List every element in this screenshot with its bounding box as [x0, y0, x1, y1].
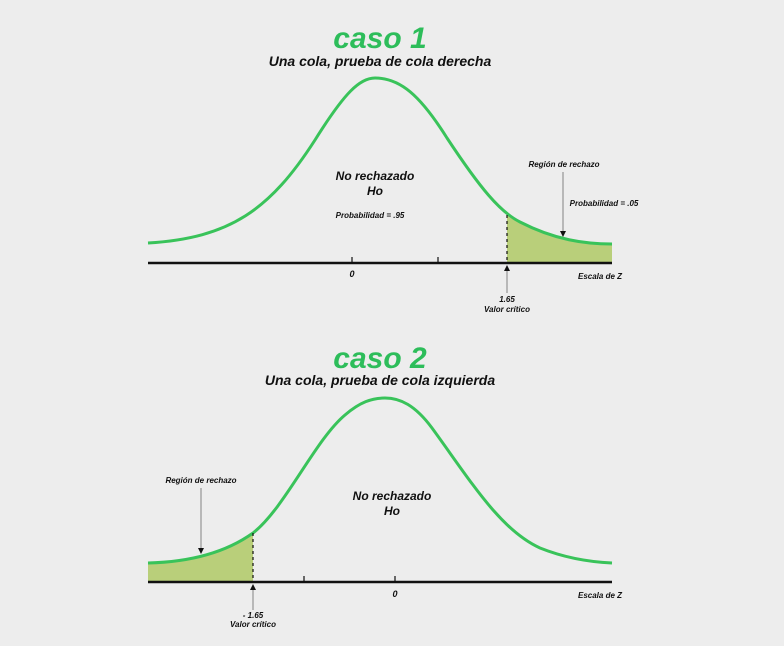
case-2-zero-label: 0: [392, 589, 397, 599]
case-1-critical-pointer-arrowhead: [504, 265, 510, 271]
case-1-heading: caso 1: [333, 22, 426, 55]
case-1-h0-label: Ho: [367, 184, 383, 198]
case-2-region-pointer-arrowhead: [198, 548, 204, 554]
case-1: caso 1 Una cola, prueba de cola derecha …: [147, 22, 639, 314]
case-1-rejection-region: [507, 215, 612, 263]
case-1-probability-label: Probabilidad = .95: [336, 211, 405, 220]
case-2-h0-label: Ho: [384, 504, 400, 518]
case-2-not-rejected-label: No rechazado: [353, 489, 432, 503]
case-1-zero-label: 0: [349, 269, 354, 279]
case-1-region-label: Región de rechazo: [528, 160, 599, 169]
case-1-region-pointer-arrowhead: [560, 231, 566, 237]
case-1-normal-curve: [147, 76, 613, 246]
case-1-not-rejected-label: No rechazado: [336, 169, 415, 183]
case-1-subtitle: Una cola, prueba de cola derecha: [269, 53, 492, 69]
case-2-heading: caso 2: [333, 342, 427, 375]
case-2-critical-value: - 1.65: [243, 611, 264, 620]
case-2-critical-label: Valor crítico: [230, 620, 276, 629]
case-2-region-label: Región de rechazo: [165, 476, 236, 485]
case-1-scale-label: Escala de Z: [578, 272, 623, 281]
case-2-critical-pointer-arrowhead: [250, 584, 256, 590]
case-1-critical-value: 1.65: [499, 295, 515, 304]
case-1-tail-probability-label: Probabilidad = .05: [570, 199, 639, 208]
case-2: caso 2 Una cola, prueba de cola izquierd…: [147, 342, 623, 629]
case-1-critical-label: Valor crítico: [484, 305, 530, 314]
case-2-subtitle: Una cola, prueba de cola izquierda: [265, 372, 495, 388]
case-2-scale-label: Escala de Z: [578, 591, 623, 600]
